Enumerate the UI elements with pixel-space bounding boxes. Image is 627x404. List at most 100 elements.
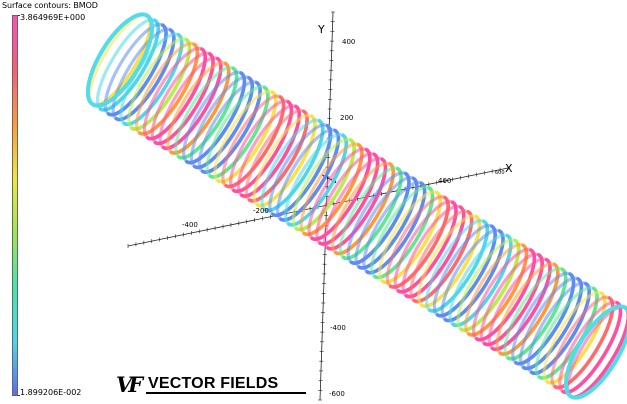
coil-turn-back bbox=[385, 195, 447, 288]
coil-turn-front bbox=[420, 214, 482, 308]
coil-turn-back bbox=[95, 18, 157, 111]
coil-turn-back bbox=[174, 65, 235, 159]
color-scale-bar bbox=[12, 15, 18, 396]
coil-turn-front bbox=[506, 267, 568, 361]
axes-front: Y X 400 200 -400 -600 -400 -200 400 600 bbox=[182, 23, 513, 398]
coil-turn-front bbox=[443, 229, 505, 323]
coil-turn-front bbox=[279, 128, 341, 222]
coil-turn-front bbox=[263, 119, 325, 213]
coil-turn-back bbox=[158, 56, 220, 150]
coil-turn-front bbox=[412, 210, 474, 304]
coil-turn-front bbox=[459, 238, 521, 332]
coil-turn-front bbox=[98, 18, 160, 112]
coil-turn-front bbox=[177, 66, 239, 160]
legend-min-value: 1.899206E-002 bbox=[20, 388, 82, 397]
coil-turn-back bbox=[244, 109, 306, 202]
coil-turn-back bbox=[323, 156, 384, 250]
coil-turn-back bbox=[229, 99, 290, 193]
coil-turn-front bbox=[357, 176, 419, 270]
coil-turn-back bbox=[338, 166, 400, 260]
coil-turn-front bbox=[498, 262, 560, 356]
y-tick-neg400: -400 bbox=[330, 324, 346, 332]
coil-turn-front bbox=[475, 248, 537, 342]
coil-turn-front bbox=[451, 234, 513, 328]
coil-turn-front bbox=[122, 32, 184, 127]
coil-turn-back bbox=[464, 243, 525, 336]
coil-turn-back bbox=[362, 180, 423, 274]
y-tick-neg600: -600 bbox=[329, 390, 345, 398]
coil-turn-front bbox=[302, 143, 364, 237]
y-tick-400: 400 bbox=[342, 38, 355, 46]
coil-turn-back bbox=[213, 89, 275, 183]
coil-turn-front bbox=[169, 61, 231, 155]
x-tick-neg400: -400 bbox=[182, 221, 198, 229]
coil-turn-back bbox=[542, 290, 604, 384]
coil-turn-front bbox=[106, 23, 168, 117]
coil-turn-back bbox=[205, 85, 267, 178]
coil-turn-back bbox=[346, 171, 408, 264]
coil-turn-back bbox=[479, 252, 541, 346]
coil-turn-front bbox=[145, 47, 207, 141]
coil-turn-front bbox=[224, 95, 286, 189]
colorbar-tick-top bbox=[18, 15, 20, 16]
coil-turn-front bbox=[467, 243, 529, 337]
coil-turn-front bbox=[153, 52, 215, 146]
coil-turn-front bbox=[318, 152, 380, 246]
coil-turn-back bbox=[182, 70, 243, 164]
coil-turn-front bbox=[388, 195, 450, 289]
logo-text: VECTOR FIELDS bbox=[148, 375, 279, 392]
coil-turn-back bbox=[315, 152, 376, 245]
coil-turn-back bbox=[487, 257, 549, 351]
coil-turn-back bbox=[276, 128, 337, 221]
x-axis-label: X bbox=[505, 162, 513, 175]
coil-turn-back bbox=[268, 123, 329, 217]
coil-turn-back bbox=[534, 286, 596, 379]
logo-mark: VF bbox=[116, 372, 143, 397]
coil-turn-front bbox=[271, 123, 333, 218]
coil-turn-back bbox=[519, 276, 580, 370]
coil-turn-back bbox=[299, 142, 361, 236]
coil-turn-front bbox=[310, 147, 372, 241]
coil-turn-front bbox=[334, 162, 396, 256]
coil-turn-front bbox=[286, 133, 349, 227]
legend-max-value: 3.864969E+000 bbox=[20, 13, 86, 22]
coil-turn-back bbox=[142, 46, 204, 140]
coil-turn-front bbox=[294, 138, 356, 232]
coil-turn-front bbox=[239, 104, 301, 198]
coil-turn-back bbox=[283, 132, 345, 226]
x-tick-600: 600 bbox=[495, 170, 505, 176]
coil-turn-front bbox=[208, 85, 270, 179]
coil-turn-front bbox=[490, 257, 552, 352]
coil-turn-back bbox=[440, 228, 502, 322]
coil-turn-back bbox=[495, 262, 557, 355]
y-axis-label: Y bbox=[317, 23, 325, 36]
coil-turn-back bbox=[378, 190, 439, 284]
coil-turn-back bbox=[401, 204, 463, 298]
coil-end-cap-left bbox=[85, 12, 155, 108]
coil-turn-back bbox=[307, 147, 369, 241]
coil-turn-back bbox=[558, 300, 619, 394]
coil-turn-back bbox=[370, 185, 431, 279]
coil-turn-back bbox=[550, 295, 612, 389]
coil-turn-front bbox=[381, 190, 443, 284]
coil-turn-front bbox=[326, 157, 388, 251]
coil-turn-back bbox=[221, 94, 282, 188]
coil-turn-front bbox=[435, 224, 497, 318]
coil-turn-back bbox=[111, 27, 173, 121]
coil-turn-front bbox=[396, 200, 458, 294]
coil-turn-front bbox=[428, 219, 490, 313]
coil-turn-back bbox=[166, 61, 228, 154]
x-tick-neg200: -200 bbox=[253, 207, 269, 215]
legend-title: Surface contours: BMOD bbox=[2, 1, 98, 10]
coil-turn-back bbox=[409, 209, 470, 303]
coil-turn-front bbox=[373, 186, 435, 280]
coil-turns bbox=[85, 12, 627, 400]
coil-turn-back bbox=[189, 75, 251, 169]
coil-turn-front bbox=[365, 181, 427, 275]
coil-turn-back bbox=[150, 51, 212, 145]
coil-turn-back bbox=[197, 80, 259, 173]
coil-turn-back bbox=[503, 267, 565, 360]
coil-turn-front bbox=[561, 301, 623, 395]
